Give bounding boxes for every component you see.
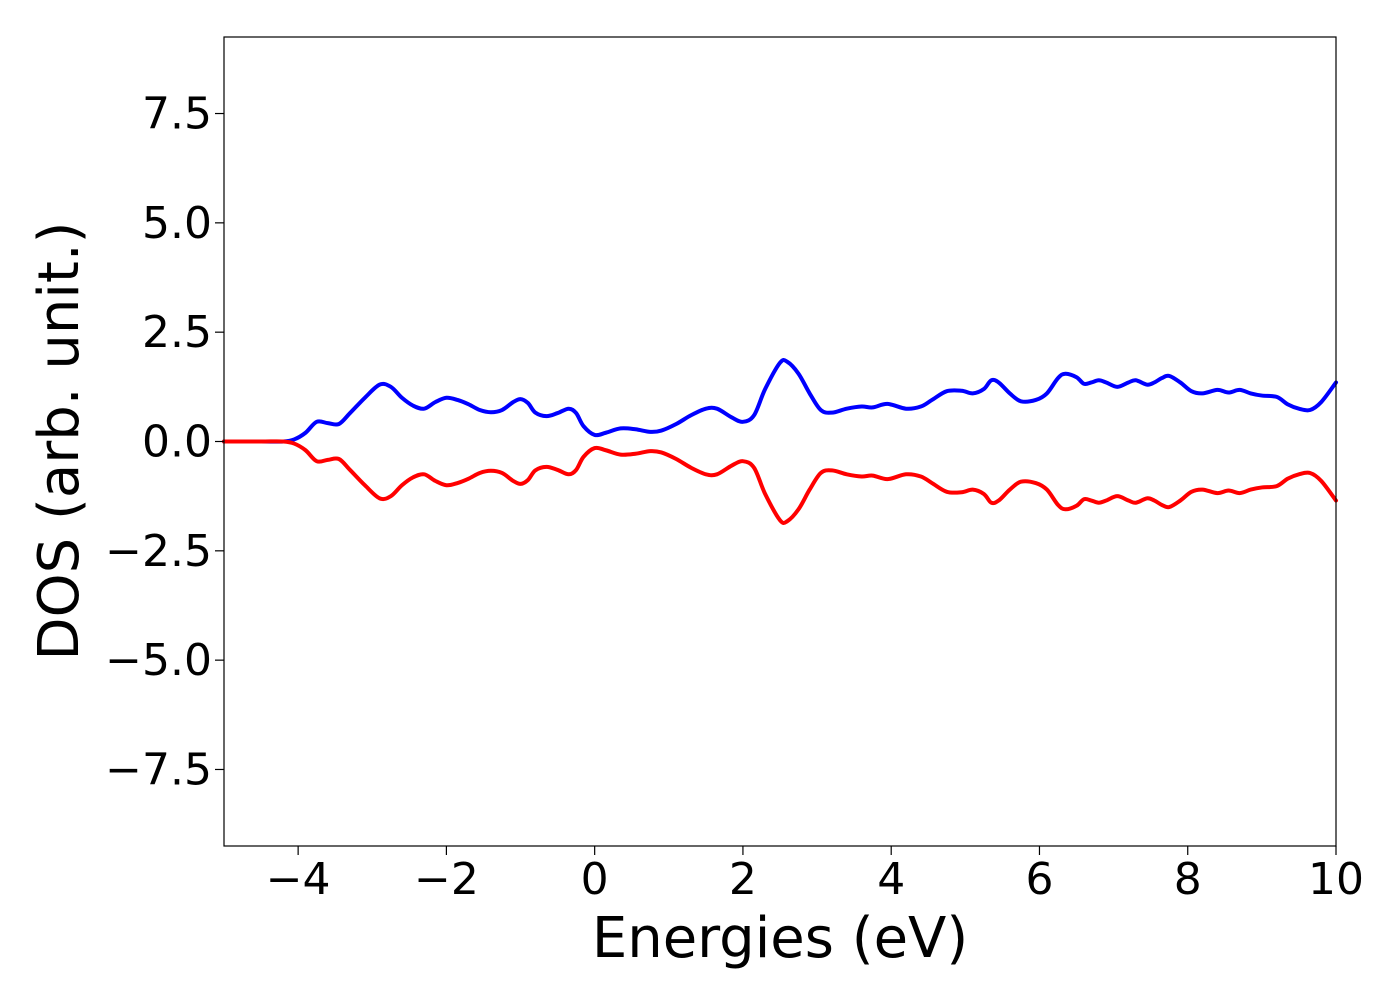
spin-down-dos-line: [222, 439, 1338, 526]
y-tick-label: 7.5: [142, 89, 212, 140]
x-tick-label: 2: [729, 854, 757, 905]
x-tick-label: −2: [414, 854, 479, 905]
x-axis-ticks: −4 −2 0 2 4 6 8 10: [266, 846, 1364, 905]
y-tick-label: 2.5: [142, 307, 212, 358]
x-tick-label: 4: [877, 854, 905, 905]
y-tick-label: −2.5: [105, 526, 212, 577]
x-tick-label: 8: [1174, 854, 1202, 905]
x-tick-label: 6: [1025, 854, 1053, 905]
x-tick-label: −4: [266, 854, 331, 905]
series-layer: [222, 357, 1338, 526]
y-tick-label: −5.0: [105, 635, 212, 686]
spin-up-dos-line: [222, 357, 1338, 444]
x-tick-label: 10: [1308, 854, 1364, 905]
y-tick-label: 5.0: [142, 198, 212, 249]
y-axis-ticks: 7.5 5.0 2.5 0.0 −2.5 −5.0 −7.5: [105, 89, 224, 795]
y-tick-label: 0.0: [142, 417, 212, 468]
y-axis-label: DOS (arb. unit.): [27, 221, 92, 660]
x-axis-label: Energies (eV): [592, 906, 968, 971]
y-tick-label: −7.5: [105, 744, 212, 795]
x-tick-label: 0: [581, 854, 609, 905]
